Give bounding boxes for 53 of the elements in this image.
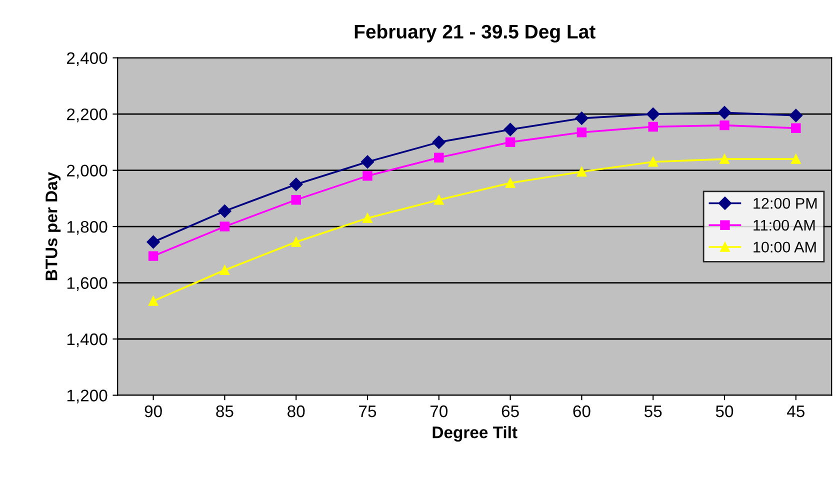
point — [789, 108, 802, 122]
point — [576, 166, 587, 177]
point — [505, 178, 516, 188]
point — [148, 251, 158, 261]
x-tick-label: 70 — [430, 405, 448, 418]
legend-label: 11:00 AM — [754, 220, 815, 231]
point — [291, 194, 301, 205]
point — [648, 157, 658, 167]
point — [791, 123, 801, 133]
point — [648, 122, 658, 132]
x-tick-label: 65 — [502, 405, 519, 418]
point — [362, 213, 372, 223]
y-tick-label: 1,800 — [67, 220, 108, 235]
x-axis-title: Degree Tilt — [432, 426, 518, 442]
point — [434, 152, 444, 163]
point — [220, 222, 230, 232]
y-axis-title: BTUs per Day — [46, 172, 61, 280]
y-tick-label: 2,400 — [67, 52, 108, 66]
point — [718, 106, 732, 120]
point — [504, 122, 517, 136]
point — [291, 237, 301, 247]
x-tick-label: 90 — [144, 405, 162, 418]
x-tick-label: 85 — [216, 405, 234, 418]
point — [720, 120, 730, 130]
y-tick-label: 1,600 — [67, 277, 108, 291]
x-tick-label: 45 — [787, 406, 804, 418]
point — [432, 136, 446, 149]
y-tick-label: 1,200 — [67, 390, 108, 404]
y-tick-label: 2,200 — [67, 108, 108, 122]
chart-title: February 21 - 39.5 Deg Lat — [354, 24, 596, 43]
point — [505, 137, 516, 148]
point — [576, 127, 587, 138]
x-tick-label: 80 — [288, 405, 305, 418]
x-tick-label: 50 — [716, 405, 734, 418]
point — [290, 178, 303, 191]
point — [791, 154, 801, 164]
y-tick-label: 2,000 — [67, 164, 108, 178]
legend-label: 10:00 AM — [754, 242, 816, 253]
x-tick-label: 55 — [644, 406, 662, 418]
point — [360, 155, 374, 168]
x-tick-label: 60 — [573, 405, 590, 418]
point — [146, 235, 160, 249]
point — [646, 107, 660, 121]
point — [220, 265, 230, 275]
y-tick-label: 1,400 — [67, 333, 108, 348]
point — [434, 194, 444, 205]
legend-label: 12:00 PM — [754, 198, 817, 209]
point — [148, 296, 158, 306]
x-tick-label: 75 — [359, 406, 376, 418]
point — [720, 154, 730, 164]
point — [362, 171, 372, 181]
point — [218, 204, 232, 218]
point — [575, 112, 588, 125]
